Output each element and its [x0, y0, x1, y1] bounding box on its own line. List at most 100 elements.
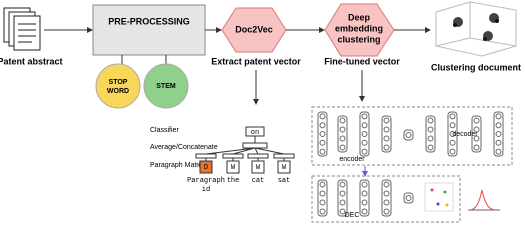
neuron [339, 190, 346, 197]
neuron [383, 199, 390, 206]
neuron [383, 181, 390, 188]
layer [359, 179, 370, 217]
neuron [405, 132, 412, 138]
neuron [339, 199, 346, 206]
neuron [427, 126, 434, 133]
neuron [319, 208, 326, 215]
stopword-node [95, 63, 141, 109]
neuron [449, 148, 456, 155]
neuron [495, 131, 502, 137]
layer [337, 115, 348, 153]
neuron [319, 190, 326, 197]
layer [337, 179, 348, 217]
preprocessing-label: PRE-PROCESSING [108, 16, 190, 26]
dec-model-label: DEC [345, 212, 360, 219]
paragraph-token [199, 160, 213, 174]
stopword-label: WORD [107, 88, 129, 95]
decoder-label: decoder [452, 131, 478, 138]
stopword-label: STOP [109, 79, 128, 86]
neuron [361, 122, 368, 129]
paragraph-label: Paragraph [187, 177, 225, 185]
neuron [361, 113, 368, 120]
neuron [383, 144, 390, 151]
neuron [319, 181, 326, 188]
neuron [427, 135, 434, 142]
doc2vec-label: Doc2Vec [235, 24, 273, 34]
neuron [339, 126, 346, 133]
neuron [383, 208, 390, 215]
neuron [427, 117, 434, 124]
average-label: Average/Concatenate [150, 144, 218, 151]
input-label: Patent abstract [0, 56, 63, 66]
neuron [361, 181, 368, 188]
neuron [339, 144, 346, 151]
neuron [339, 117, 346, 124]
word-token [226, 160, 240, 174]
neuron [319, 199, 326, 206]
cluster-icon [424, 182, 500, 212]
vector [242, 142, 268, 149]
dec-node [324, 3, 395, 57]
output-label: Clustering document [431, 62, 521, 72]
neuron [495, 122, 502, 129]
neuron [427, 144, 434, 151]
neuron [339, 181, 346, 188]
layer [425, 115, 436, 153]
neuron [383, 117, 390, 124]
stem-label: STEM [156, 83, 176, 90]
neuron [495, 139, 502, 146]
neuron [361, 199, 368, 206]
layer [471, 115, 482, 153]
matrix-label: Paragraph Matrix [150, 162, 204, 169]
output-word: on [251, 129, 259, 137]
doc2vec-node [221, 7, 287, 53]
neuron [383, 135, 390, 142]
neuron [473, 144, 480, 151]
neuron [449, 139, 456, 146]
neuron [339, 135, 346, 142]
neuron [495, 148, 502, 155]
neuron [383, 190, 390, 197]
layer [381, 115, 392, 153]
neuron [361, 139, 368, 146]
neuron [449, 113, 456, 120]
classifier-label: Classifier [150, 127, 179, 134]
word-token [251, 160, 265, 174]
dec-box [311, 175, 461, 223]
neuron [361, 208, 368, 215]
neuron [361, 190, 368, 197]
word-label: cat [252, 177, 265, 185]
word-label: sat [278, 177, 291, 185]
neuron [495, 113, 502, 120]
dec-caption: Fine-tuned vector [324, 56, 400, 66]
word-token-label: W [256, 164, 261, 172]
neuron [319, 131, 326, 137]
neuron [319, 148, 326, 155]
word-label: the [227, 177, 240, 185]
dec-label: embedding [335, 23, 383, 33]
neuron [361, 148, 368, 155]
neuron [319, 122, 326, 129]
layer [317, 179, 328, 217]
dec-label: clustering [337, 34, 380, 44]
neuron [319, 113, 326, 120]
paragraph-label: id [202, 186, 210, 194]
doc2vec-caption: Extract patent vector [211, 56, 301, 66]
word-token-label: W [231, 164, 236, 172]
document-icon [3, 7, 41, 51]
word-token-label: W [282, 164, 287, 172]
neuron [405, 195, 412, 201]
neuron [449, 131, 456, 137]
neuron [383, 126, 390, 133]
encoder-label: encoder [339, 156, 365, 163]
connectors [195, 147, 295, 161]
paragraph-token-label: D [204, 164, 208, 172]
neuron [361, 131, 368, 137]
neuron [449, 122, 456, 129]
word-token [277, 160, 291, 174]
preprocessing-box [92, 4, 206, 56]
stem-node [143, 63, 189, 109]
neuron [319, 139, 326, 146]
neuron [339, 208, 346, 215]
diagram: Patent abstract PRE-PROCESSING STOP WORD… [0, 1, 521, 223]
